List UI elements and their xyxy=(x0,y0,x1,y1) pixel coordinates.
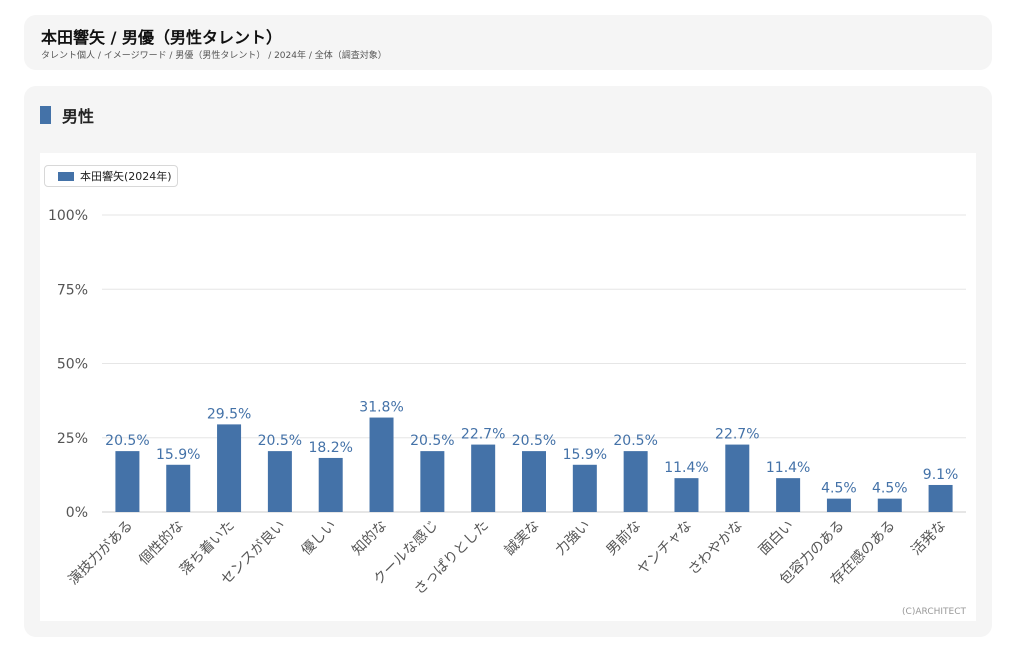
x-tick-label: 演技力がある xyxy=(66,518,137,589)
data-label: 29.5% xyxy=(207,406,251,422)
x-tick-label: 個性的な xyxy=(136,518,187,569)
bar xyxy=(166,464,191,512)
bar xyxy=(420,451,445,512)
copyright: (C)ARCHITECT xyxy=(902,607,966,617)
bar xyxy=(522,451,546,512)
bar xyxy=(217,424,242,512)
bar xyxy=(776,478,801,512)
bar xyxy=(471,444,496,512)
bar-chart: 0% 25% 50% 75% 100% 20.5% 演技力がある 15.9% 個性的な 29.5%… xyxy=(48,208,966,598)
data-label: 18.2% xyxy=(308,440,352,456)
data-label: 9.1% xyxy=(923,467,959,483)
bar xyxy=(623,451,648,512)
chart-legend[interactable]: 本田響矢(2024年) xyxy=(44,165,178,187)
chart-panel: 0% 25% 50% 75% 100% 20.5% 演技力がある 15.9% 個性的な 29.5%… xyxy=(40,153,976,621)
bar xyxy=(318,457,343,512)
bar xyxy=(572,464,597,512)
legend-swatch xyxy=(58,171,74,181)
main-card: 男性 0% 25% 50% 75% 100% 20.5% 演技力がある 15.9% 個性的な 29… xyxy=(24,86,992,637)
bar xyxy=(826,498,851,512)
page-title: 本田響矢 / 男優（男性タレント） xyxy=(41,28,282,47)
bar xyxy=(877,498,902,512)
y-tick-label: 75% xyxy=(57,282,88,298)
data-label: 31.8% xyxy=(359,400,403,416)
x-tick-label: 知的な xyxy=(349,517,391,559)
section-marker xyxy=(40,106,51,124)
x-tick-label: 誠実な xyxy=(502,518,543,559)
y-tick-label: 25% xyxy=(57,431,88,447)
data-label: 20.5% xyxy=(613,433,657,449)
section-title: 男性 xyxy=(62,107,95,126)
bar xyxy=(267,451,292,512)
x-tick-label: 優しい xyxy=(299,518,340,559)
data-label: 15.9% xyxy=(156,447,200,463)
y-tick-label: 50% xyxy=(57,357,88,373)
data-label: 11.4% xyxy=(664,460,708,476)
data-label: 22.7% xyxy=(461,427,505,443)
data-label: 20.5% xyxy=(105,433,149,449)
data-label: 4.5% xyxy=(821,481,857,497)
x-tick-label: さわやかな xyxy=(685,518,746,579)
data-label: 20.5% xyxy=(410,433,454,449)
data-label: 11.4% xyxy=(766,460,810,476)
header-card: 本田響矢 / 男優（男性タレント） タレント個人 / イメージワード / 男優（… xyxy=(24,15,992,70)
data-label: 20.5% xyxy=(512,433,556,449)
y-tick-label: 100% xyxy=(48,208,88,224)
legend-label: 本田響矢(2024年) xyxy=(80,170,172,183)
bar xyxy=(369,417,394,512)
y-tick-label: 0% xyxy=(66,505,88,521)
breadcrumb[interactable]: タレント個人 / イメージワード / 男優（男性タレント） / 2024年 / … xyxy=(41,51,387,61)
bar xyxy=(674,478,699,512)
data-label: 4.5% xyxy=(872,481,908,497)
x-tick-label: 力強い xyxy=(553,518,594,559)
bar xyxy=(928,484,953,512)
data-label: 22.7% xyxy=(715,427,759,443)
data-label: 15.9% xyxy=(563,447,607,463)
data-label: 20.5% xyxy=(258,433,302,449)
bar xyxy=(725,444,750,512)
x-tick-label: 男前な xyxy=(603,517,645,559)
x-tick-label: 活発な xyxy=(908,518,949,559)
bar xyxy=(115,451,140,512)
x-tick-label: 面白い xyxy=(756,518,797,559)
